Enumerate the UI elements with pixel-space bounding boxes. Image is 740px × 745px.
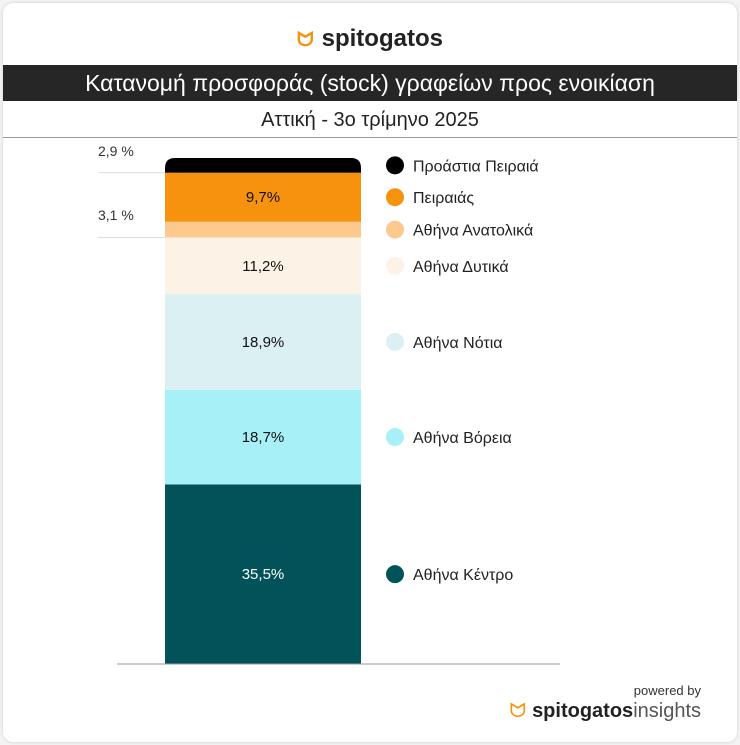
data-label: 9,7% (246, 189, 280, 206)
legend-swatch (386, 220, 404, 239)
legend-label: Αθήνα Δυτικά (413, 259, 509, 276)
footer-brand-suffix: insights (633, 700, 701, 722)
legend-label: Πειραιάς (413, 190, 474, 207)
legend-label: Αθήνα Κέντρο (413, 567, 513, 584)
legend-swatch (386, 565, 404, 584)
legend-swatch (386, 332, 404, 351)
infographic-card: ᗢ spitogatos Κατανομή προσφοράς (stock) γ… (3, 3, 737, 742)
chart-title: Κατανομή προσφοράς (stock) γραφείων προς… (3, 65, 737, 101)
footer: powered by ᗢ spitogatosinsights (509, 683, 701, 723)
data-label: 35,5% (242, 566, 285, 583)
bar-segment-2 (165, 294, 361, 390)
bar-segment-6 (165, 158, 361, 173)
data-label: 18,9% (242, 334, 285, 351)
brand-name: spitogatos (321, 25, 443, 52)
bar-segment-0 (165, 484, 361, 664)
legend-swatch (386, 188, 404, 207)
legend-swatch (386, 428, 404, 447)
stacked-bar-chart: 35,5% Αθήνα Κέντρο 18,7% Αθήνα Βόρεια 18,9% Α… (98, 143, 560, 665)
legend-label: Προάστια Πειραιά (413, 158, 539, 175)
footer-brand-name: spitogatos (532, 700, 634, 722)
brand-logo: ᗢ spitogatos (3, 25, 737, 53)
data-label-outside: 2,9 % (98, 143, 134, 159)
bar-segment-4 (165, 221, 361, 238)
bar-segment-3 (165, 237, 361, 295)
legend-swatch (386, 156, 404, 175)
cat-icon: ᗢ (509, 700, 527, 722)
chart-subtitle: Αττική - 3ο τρίμηνο 2025 (3, 103, 737, 138)
data-label-outside: 3,1 % (98, 207, 134, 223)
bar-segment-5 (165, 172, 361, 222)
footer-brand: ᗢ spitogatosinsights (509, 700, 701, 723)
cat-icon: ᗢ (297, 29, 314, 51)
data-label: 11,2% (242, 258, 283, 275)
legend-label: Αθήνα Βόρεια (413, 430, 512, 447)
bar-segment-1 (165, 389, 361, 485)
data-label: 18,7% (242, 429, 285, 446)
legend-label: Αθήνα Νότια (413, 335, 503, 352)
legend-label: Αθήνα Ανατολικά (413, 223, 533, 240)
legend-swatch (386, 256, 404, 275)
powered-by: powered by (633, 683, 701, 698)
